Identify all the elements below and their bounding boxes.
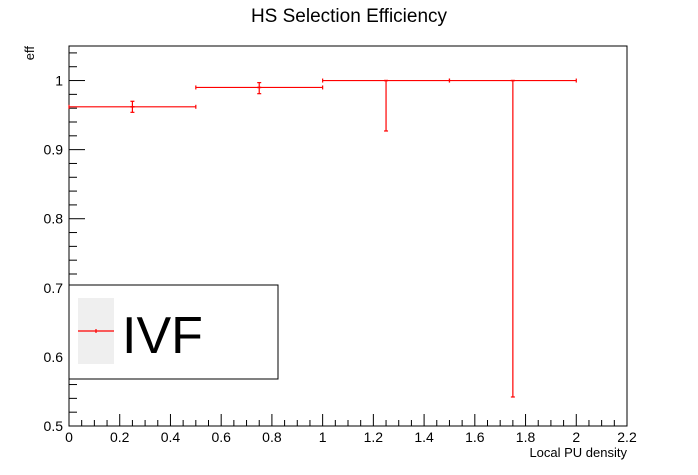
chart-title: HS Selection Efficiency xyxy=(251,6,448,27)
y-tick-label: 0.9 xyxy=(44,142,64,158)
y-tick-label: 0.8 xyxy=(44,211,64,227)
x-tick-label: 1.8 xyxy=(516,429,536,445)
x-tick-label: 0.4 xyxy=(161,429,181,445)
x-tick-label: 1.6 xyxy=(465,429,485,445)
data-point xyxy=(448,78,577,398)
data-point xyxy=(195,82,324,95)
y-tick-label: 0.6 xyxy=(44,349,64,365)
y-axis-title: eff xyxy=(22,46,37,61)
y-tick-label: 1 xyxy=(55,73,63,89)
x-tick-label: 0.2 xyxy=(110,429,130,445)
y-tick-label: 0.7 xyxy=(44,280,64,296)
x-tick-label: 0 xyxy=(65,429,73,445)
x-tick-label: 1.4 xyxy=(414,429,434,445)
x-tick-label: 0.8 xyxy=(262,429,282,445)
x-tick-label: 1.2 xyxy=(364,429,384,445)
legend-label-ivf: IVF xyxy=(122,307,203,365)
x-tick-label: 2.2 xyxy=(617,429,637,445)
data-point xyxy=(68,100,197,113)
y-tick-label: 0.5 xyxy=(44,418,64,434)
x-axis: 0 0.2 0.4 0.6 0.8 1 1.2 1.4 1.6 1.8 2 2.2 xyxy=(65,414,637,445)
x-tick-label: 0.6 xyxy=(211,429,231,445)
x-axis-title: Local PU density xyxy=(529,445,627,460)
data-point xyxy=(322,78,451,132)
x-tick-label: 2 xyxy=(572,429,580,445)
y-axis: 0.5 0.6 0.7 0.8 0.9 1 xyxy=(44,52,85,434)
legend: IVF xyxy=(68,284,279,380)
data-series xyxy=(68,78,577,398)
x-tick-label: 1 xyxy=(319,429,327,445)
